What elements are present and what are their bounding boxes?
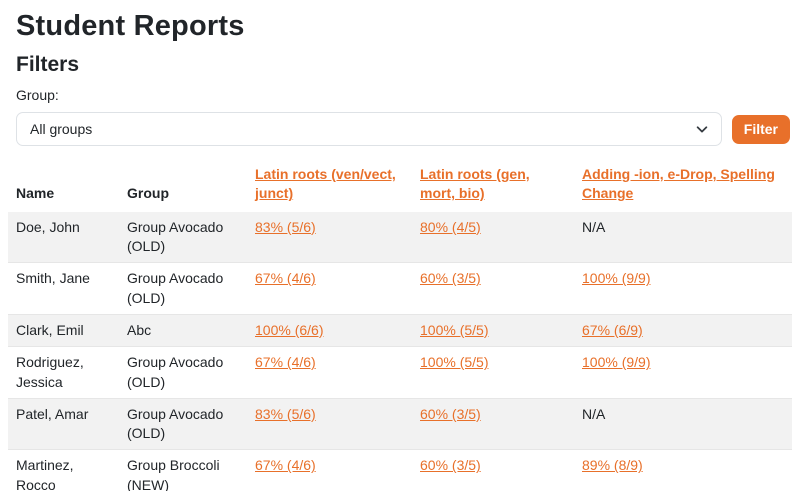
score-cell: 60% (3/5) [412,450,574,491]
score-cell: 67% (6/9) [574,314,792,346]
filter-button[interactable]: Filter [731,114,790,144]
table-body: Doe, John Group Avocado (OLD) 83% (5/6) 80%… [8,211,792,491]
assignment-column-link[interactable]: Adding -ion, e-Drop, Spelling Change [582,166,775,202]
student-group-cell: Group Broccoli (NEW) [127,457,220,491]
score-cell: 80% (4/5) [412,212,574,263]
group-select[interactable]: All groups [16,112,722,146]
filter-row: All groups Filter [16,112,792,146]
student-name-cell: Smith, Jane [16,270,90,287]
score-cell: 83% (5/6) [247,398,412,450]
group-select-value: All groups [30,121,93,137]
score-link[interactable]: 67% (4/6) [255,457,316,474]
score-link[interactable]: 89% (8/9) [582,457,643,474]
score-link[interactable]: 83% (5/6) [255,218,316,235]
score-link[interactable]: 67% (6/9) [582,321,643,338]
score-cell: 100% (6/6) [247,314,412,346]
score-na: N/A [582,405,606,422]
column-header-1: Group [127,185,169,202]
score-cell: 100% (5/5) [412,347,574,399]
group-filter-label: Group: [16,87,59,103]
score-link[interactable]: 100% (9/9) [582,354,651,371]
table-row: Rodriguez, Jessica Group Avocado (OLD) 67%… [8,347,792,399]
chevron-down-icon [695,122,709,136]
score-cell: 100% (5/5) [412,314,574,346]
student-report-table: Name Group Latin roots (ven/vect, junct) La… [8,159,792,491]
assignment-column-link[interactable]: Latin roots (ven/vect, junct) [255,166,396,202]
table-row: Martinez, Rocco Group Broccoli (NEW) 67% (… [8,450,792,491]
score-cell: 67% (4/6) [247,263,412,315]
score-cell: 60% (3/5) [412,263,574,315]
score-link[interactable]: 67% (4/6) [255,354,316,371]
score-cell: 100% (9/9) [574,263,792,315]
score-link[interactable]: 83% (5/6) [255,405,316,422]
score-cell: 67% (4/6) [247,347,412,399]
column-header-0: Name [16,185,55,202]
filters-heading: Filters [16,53,80,76]
score-cell: 89% (8/9) [574,450,792,491]
score-link[interactable]: 100% (6/6) [255,321,324,338]
student-name-cell: Rodriguez, Jessica [16,354,84,390]
score-link[interactable]: 60% (3/5) [420,457,481,474]
student-name-cell: Patel, Amar [16,405,89,422]
table-header: Name Group Latin roots (ven/vect, junct) La… [8,159,792,212]
student-group-cell: Group Avocado (OLD) [127,405,224,442]
score-link[interactable]: 67% (4/6) [255,270,316,287]
score-cell: 83% (5/6) [247,212,412,263]
column-header-3: Latin roots (gen, mort, bio) [412,159,574,212]
page-title: Student Reports [16,10,245,42]
assignment-column-link[interactable]: Latin roots (gen, mort, bio) [420,166,530,202]
score-link[interactable]: 80% (4/5) [420,218,481,235]
student-group-cell: Group Avocado (OLD) [127,354,224,390]
score-link[interactable]: 100% (5/5) [420,321,489,338]
score-link[interactable]: 100% (9/9) [582,270,651,287]
table-row: Doe, John Group Avocado (OLD) 83% (5/6) 80%… [8,211,792,263]
score-cell: 67% (4/6) [247,450,412,491]
student-group-cell: Abc [127,321,152,338]
student-group-cell: Group Avocado (OLD) [127,218,224,254]
score-cell: 100% (9/9) [574,347,792,399]
score-cell: N/A [574,212,792,263]
score-cell: 60% (3/5) [412,398,574,450]
table-header-row: Name Group Latin roots (ven/vect, junct) La… [8,159,792,212]
table-row: Patel, Amar Group Avocado (OLD) 83% (5/6) 6… [8,398,792,450]
score-link[interactable]: 60% (3/5) [420,405,481,422]
student-group-cell: Group Avocado (OLD) [127,270,224,306]
student-name-cell: Martinez, Rocco [16,457,74,491]
column-header-2: Latin roots (ven/vect, junct) [247,159,412,212]
score-na: N/A [582,218,606,235]
score-link[interactable]: 60% (3/5) [420,270,481,287]
table-row: Clark, Emil Abc 100% (6/6) 100% (5/5) 67% (6… [8,314,792,347]
score-cell: N/A [574,398,792,450]
column-header-4: Adding -ion, e-Drop, Spelling Change [574,159,792,212]
student-name-cell: Doe, John [16,218,80,235]
student-name-cell: Clark, Emil [16,321,84,338]
score-link[interactable]: 100% (5/5) [420,354,489,371]
table-row: Smith, Jane Group Avocado (OLD) 67% (4/6) 6… [8,263,792,315]
